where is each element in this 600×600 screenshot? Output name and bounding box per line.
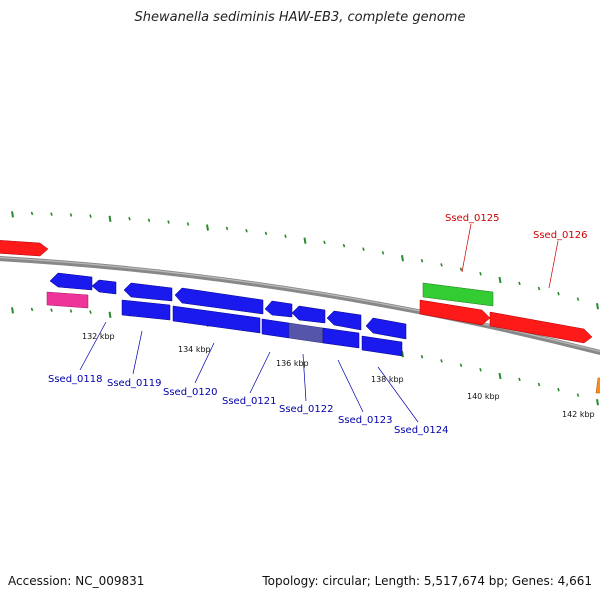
tick-mark-lower xyxy=(89,310,92,314)
tick-mark-upper xyxy=(108,215,112,222)
gene-label-ssed-0119[interactable]: Ssed_0119 xyxy=(107,378,162,389)
genome-backbone xyxy=(0,256,600,356)
gene-label-ssed-0126[interactable]: Ssed_0126 xyxy=(533,230,588,241)
gene-arrow-ssed-0125[interactable] xyxy=(422,282,494,307)
tick-mark-lower xyxy=(459,363,463,368)
gene-label-ssed-0122[interactable]: Ssed_0122 xyxy=(279,404,334,415)
tick-mark-upper xyxy=(245,229,248,233)
leader-lines-forward xyxy=(461,223,559,289)
tick-mark-upper xyxy=(284,234,287,238)
gene-box-ssed-0123[interactable] xyxy=(322,327,360,349)
tick-mark-lower xyxy=(537,382,541,387)
tick-mark-upper xyxy=(147,218,151,223)
scale-label-138: 138 kbp xyxy=(371,375,404,384)
tick-mark-upper xyxy=(89,214,92,218)
tick-mark-upper xyxy=(557,291,560,296)
tick-mark-lower xyxy=(50,308,53,312)
gene-label-ssed-0123[interactable]: Ssed_0123 xyxy=(338,415,393,426)
scale-label-134: 134 kbp xyxy=(178,345,211,354)
tick-mark-upper xyxy=(30,211,34,216)
scale-label-140: 140 kbp xyxy=(467,392,500,401)
tick-mark-upper xyxy=(381,251,385,255)
tick-row-upper xyxy=(11,211,599,310)
gene-box-ssed-0121[interactable] xyxy=(261,318,290,339)
gene-box-magenta[interactable] xyxy=(46,291,89,309)
gene-arrow-left-edge[interactable] xyxy=(0,240,49,257)
tick-mark-upper xyxy=(11,211,14,218)
tick-mark-upper xyxy=(69,213,73,217)
tick-mark-upper xyxy=(498,276,502,284)
gene-arrow-reverse-7[interactable] xyxy=(326,310,362,331)
tick-mark-lower xyxy=(440,359,443,363)
gene-arrow-ssed-0126[interactable] xyxy=(489,311,593,344)
gene-box-ssed-0124[interactable] xyxy=(361,335,403,357)
tick-mark-upper xyxy=(128,216,131,221)
gene-arrow-reverse-1[interactable] xyxy=(49,272,93,291)
gene-arrow-reverse-8[interactable] xyxy=(365,317,407,340)
tick-mark-lower xyxy=(69,309,73,313)
gene-arrow-reverse-3[interactable] xyxy=(123,282,173,302)
gene-arrow-forward-1[interactable] xyxy=(419,299,491,326)
tick-mark-lower xyxy=(557,387,560,392)
tick-mark-lower xyxy=(576,393,580,397)
gene-box-ssed-0120[interactable] xyxy=(172,305,261,334)
tick-mark-upper xyxy=(303,237,307,244)
tick-mark-upper xyxy=(323,240,326,245)
tick-mark-lower xyxy=(518,377,521,382)
gene-label-ssed-0121[interactable]: Ssed_0121 xyxy=(222,396,277,407)
tick-mark-upper xyxy=(518,281,521,286)
tick-mark-upper xyxy=(459,267,463,272)
scale-label-136: 136 kbp xyxy=(276,359,309,368)
gene-arrow-reverse-4[interactable] xyxy=(174,287,264,315)
scale-label-142: 142 kbp xyxy=(562,410,595,419)
gene-arrow-right-edge[interactable] xyxy=(595,377,600,394)
genome-backbone-highlight xyxy=(0,256,600,353)
tick-mark-upper xyxy=(225,226,229,231)
gene-label-ssed-0125[interactable]: Ssed_0125 xyxy=(445,213,500,224)
tick-mark-lower xyxy=(596,399,599,406)
tick-mark-upper xyxy=(206,224,209,231)
gene-label-ssed-0118[interactable]: Ssed_0118 xyxy=(48,374,103,385)
gene-arrow-reverse-5[interactable] xyxy=(264,300,293,318)
tick-mark-lower xyxy=(11,307,14,314)
tick-mark-lower xyxy=(498,372,502,380)
tick-mark-lower xyxy=(420,354,424,359)
tick-mark-upper xyxy=(167,220,170,224)
tick-mark-upper xyxy=(264,231,268,236)
tick-mark-upper xyxy=(479,272,482,276)
tick-mark-upper xyxy=(186,222,190,226)
accession-text: Accession: NC_009831 xyxy=(8,574,145,588)
tick-mark-upper xyxy=(342,243,346,248)
leader-lines-reverse xyxy=(79,321,419,423)
tick-mark-upper xyxy=(362,247,365,251)
tick-mark-lower xyxy=(108,311,112,318)
gene-label-ssed-0124[interactable]: Ssed_0124 xyxy=(394,425,449,436)
gene-label-ssed-0120[interactable]: Ssed_0120 xyxy=(163,387,218,398)
tick-mark-upper xyxy=(596,303,599,310)
tick-mark-upper xyxy=(401,255,404,262)
tick-mark-upper xyxy=(50,212,53,216)
gene-box-ssed-0122[interactable] xyxy=(288,322,324,344)
genome-summary-text: Topology: circular; Length: 5,517,674 bp… xyxy=(262,574,592,588)
tick-mark-lower xyxy=(479,368,482,372)
map-title: Shewanella sediminis HAW-EB3, complete g… xyxy=(134,10,466,25)
gene-arrow-reverse-2[interactable] xyxy=(91,279,117,295)
tick-mark-upper xyxy=(576,297,580,301)
gene-arrow-reverse-6[interactable] xyxy=(291,305,326,324)
tick-mark-upper xyxy=(440,263,443,267)
tick-mark-lower xyxy=(30,307,34,312)
tick-mark-upper xyxy=(537,286,541,291)
gene-box-ssed-0119[interactable] xyxy=(121,299,171,321)
tick-mark-upper xyxy=(420,258,424,263)
scale-label-132: 132 kbp xyxy=(82,332,115,341)
